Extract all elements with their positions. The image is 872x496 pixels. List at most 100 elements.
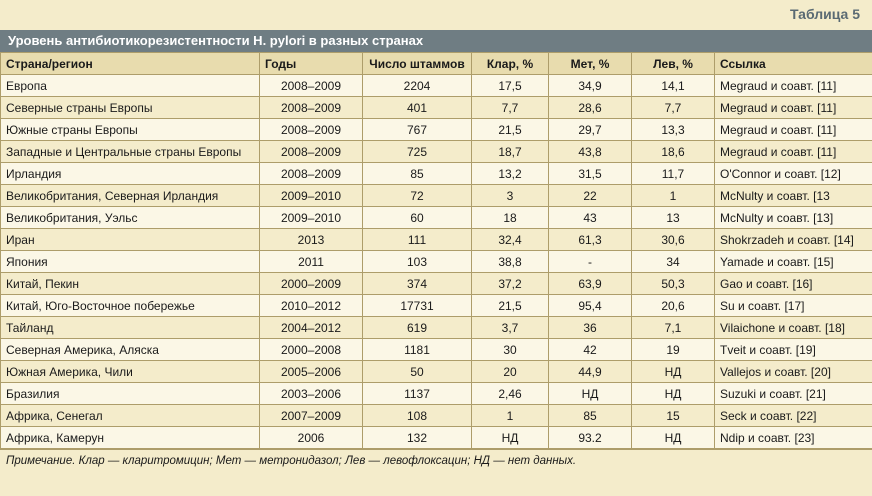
cell-lev: НД xyxy=(631,426,715,449)
cell-strains: 50 xyxy=(362,360,472,383)
cell-clar: 20 xyxy=(471,360,549,383)
cell-lev: 34 xyxy=(631,250,715,273)
cell-country: Южные страны Европы xyxy=(0,118,260,141)
cell-clar: 21,5 xyxy=(471,294,549,317)
cell-met: 29,7 xyxy=(548,118,632,141)
cell-strains: 1181 xyxy=(362,338,472,361)
cell-strains: 17731 xyxy=(362,294,472,317)
table-row: Ирландия 2008–2009 85 13,2 31,5 11,7 O'Connor … xyxy=(0,162,872,185)
table-row: Великобритания, Северная Ирландия 2009–20… xyxy=(0,184,872,207)
cell-reference: Megraud и соавт. [11] xyxy=(714,140,872,163)
cell-years: 2008–2009 xyxy=(259,74,363,97)
table-header-row: Страна/регион Годы Число штаммов Клар, %… xyxy=(0,52,872,75)
header-clar: Клар, % xyxy=(471,52,549,75)
cell-years: 2000–2009 xyxy=(259,272,363,295)
cell-reference: Vilaichone и соавт. [18] xyxy=(714,316,872,339)
cell-met: 42 xyxy=(548,338,632,361)
cell-strains: 60 xyxy=(362,206,472,229)
cell-met: 85 xyxy=(548,404,632,427)
cell-clar: 38,8 xyxy=(471,250,549,273)
header-strains: Число штаммов xyxy=(362,52,472,75)
cell-years: 2000–2008 xyxy=(259,338,363,361)
cell-years: 2008–2009 xyxy=(259,162,363,185)
table-row: Европа 2008–2009 2204 17,5 34,9 14,1 Megraud и… xyxy=(0,74,872,97)
cell-lev: 13,3 xyxy=(631,118,715,141)
table-note: Примечание. Клар — кларитромицин; Мет — … xyxy=(0,449,872,472)
cell-clar: НД xyxy=(471,426,549,449)
cell-clar: 1 xyxy=(471,404,549,427)
header-reference: Ссылка xyxy=(714,52,872,75)
cell-met: 61,3 xyxy=(548,228,632,251)
cell-lev: 7,7 xyxy=(631,96,715,119)
cell-reference: Suzuki и соавт. [21] xyxy=(714,382,872,405)
cell-clar: 18 xyxy=(471,206,549,229)
cell-strains: 108 xyxy=(362,404,472,427)
cell-lev: 13 xyxy=(631,206,715,229)
cell-years: 2004–2012 xyxy=(259,316,363,339)
cell-lev: 14,1 xyxy=(631,74,715,97)
table-row: Тайланд 2004–2012 619 3,7 36 7,1 Vilaichone и … xyxy=(0,316,872,339)
cell-lev: 30,6 xyxy=(631,228,715,251)
cell-lev: 11,7 xyxy=(631,162,715,185)
cell-country: Северная Америка, Аляска xyxy=(0,338,260,361)
cell-reference: Tveit и соавт. [19] xyxy=(714,338,872,361)
cell-country: Южная Америка, Чили xyxy=(0,360,260,383)
cell-clar: 3 xyxy=(471,184,549,207)
table-row: Южная Америка, Чили 2005–2006 50 20 44,9 НД Va… xyxy=(0,360,872,383)
cell-met: 95,4 xyxy=(548,294,632,317)
cell-strains: 132 xyxy=(362,426,472,449)
cell-country: Иран xyxy=(0,228,260,251)
cell-reference: McNulty и соавт. [13] xyxy=(714,206,872,229)
cell-reference: Megraud и соавт. [11] xyxy=(714,118,872,141)
cell-reference: Gao и соавт. [16] xyxy=(714,272,872,295)
cell-years: 2013 xyxy=(259,228,363,251)
cell-clar: 30 xyxy=(471,338,549,361)
cell-lev: 20,6 xyxy=(631,294,715,317)
table-row: Африка, Камерун 2006 132 НД 93.2 НД Ndip и соа… xyxy=(0,426,872,449)
cell-years: 2009–2010 xyxy=(259,206,363,229)
cell-clar: 37,2 xyxy=(471,272,549,295)
cell-lev: НД xyxy=(631,360,715,383)
label-row: Таблица 5 xyxy=(0,0,872,30)
table-row: Северные страны Европы 2008–2009 401 7,7 28,… xyxy=(0,96,872,119)
cell-met: 36 xyxy=(548,316,632,339)
cell-strains: 725 xyxy=(362,140,472,163)
table-row: Китай, Юго-Восточное побережье 2010–2012 1… xyxy=(0,294,872,317)
cell-years: 2008–2009 xyxy=(259,140,363,163)
cell-country: Китай, Юго-Восточное побережье xyxy=(0,294,260,317)
cell-met: 28,6 xyxy=(548,96,632,119)
cell-years: 2006 xyxy=(259,426,363,449)
cell-country: Ирландия xyxy=(0,162,260,185)
cell-country: Африка, Сенегал xyxy=(0,404,260,427)
cell-strains: 619 xyxy=(362,316,472,339)
cell-country: Западные и Центральные страны Европы xyxy=(0,140,260,163)
cell-met: НД xyxy=(548,382,632,405)
cell-reference: Shokrzadeh и соавт. [14] xyxy=(714,228,872,251)
resistance-table: Страна/регион Годы Число штаммов Клар, %… xyxy=(0,52,872,449)
table-body: Европа 2008–2009 2204 17,5 34,9 14,1 Megraud и… xyxy=(0,74,872,449)
cell-met: 43 xyxy=(548,206,632,229)
cell-met: 31,5 xyxy=(548,162,632,185)
table-row: Иран 2013 111 32,4 61,3 30,6 Shokrzadeh и соав… xyxy=(0,228,872,251)
cell-met: 63,9 xyxy=(548,272,632,295)
table-number-label: Таблица 5 xyxy=(789,6,860,22)
cell-lev: 50,3 xyxy=(631,272,715,295)
cell-reference: Megraud и соавт. [11] xyxy=(714,74,872,97)
cell-clar: 17,5 xyxy=(471,74,549,97)
cell-country: Европа xyxy=(0,74,260,97)
cell-met: 44,9 xyxy=(548,360,632,383)
cell-lev: 19 xyxy=(631,338,715,361)
table-row: Африка, Сенегал 2007–2009 108 1 85 15 Seck и с… xyxy=(0,404,872,427)
cell-reference: Vallejos и соавт. [20] xyxy=(714,360,872,383)
cell-strains: 401 xyxy=(362,96,472,119)
cell-years: 2005–2006 xyxy=(259,360,363,383)
cell-clar: 13,2 xyxy=(471,162,549,185)
cell-strains: 85 xyxy=(362,162,472,185)
cell-reference: Seck и соавт. [22] xyxy=(714,404,872,427)
cell-lev: 7,1 xyxy=(631,316,715,339)
cell-strains: 2204 xyxy=(362,74,472,97)
cell-years: 2010–2012 xyxy=(259,294,363,317)
cell-strains: 374 xyxy=(362,272,472,295)
cell-met: 93.2 xyxy=(548,426,632,449)
